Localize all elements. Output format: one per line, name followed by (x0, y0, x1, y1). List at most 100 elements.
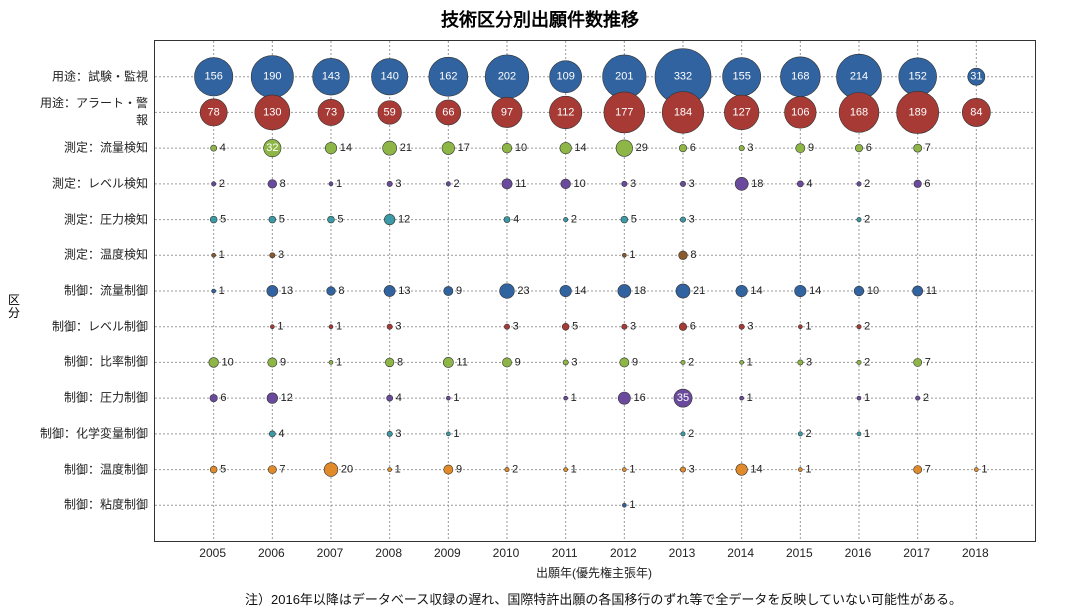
svg-text:21: 21 (693, 285, 705, 297)
y-tick-label: 制御：流量制御 (30, 282, 148, 299)
svg-text:3: 3 (395, 178, 401, 190)
y-tick-label: 制御：圧力制御 (30, 389, 148, 406)
svg-text:202: 202 (498, 71, 516, 83)
svg-text:29: 29 (636, 142, 648, 154)
svg-text:2: 2 (864, 213, 870, 225)
y-tick-label: 測定：圧力検知 (30, 210, 148, 227)
svg-text:1: 1 (453, 428, 459, 440)
svg-text:2: 2 (864, 178, 870, 190)
svg-text:1: 1 (336, 356, 342, 368)
svg-text:168: 168 (791, 71, 809, 83)
svg-text:13: 13 (281, 285, 293, 297)
svg-text:84: 84 (970, 106, 982, 118)
svg-text:162: 162 (439, 71, 457, 83)
svg-text:155: 155 (732, 71, 750, 83)
svg-text:3: 3 (513, 321, 519, 333)
svg-text:143: 143 (322, 71, 340, 83)
svg-text:2: 2 (688, 356, 694, 368)
x-tick-label: 2016 (845, 546, 872, 560)
x-tick-label: 2014 (727, 546, 754, 560)
svg-text:9: 9 (456, 285, 462, 297)
x-tick-label: 2005 (199, 546, 226, 560)
x-tick-label: 2009 (434, 546, 461, 560)
svg-text:9: 9 (515, 356, 521, 368)
svg-text:1: 1 (395, 463, 401, 475)
svg-text:35: 35 (677, 392, 689, 404)
svg-text:3: 3 (395, 321, 401, 333)
svg-text:1: 1 (277, 321, 283, 333)
svg-text:3: 3 (689, 213, 695, 225)
y-axis-title: 区分 (8, 0, 22, 614)
y-tick-label: 制御：温度制御 (30, 460, 148, 477)
svg-text:17: 17 (458, 142, 470, 154)
svg-text:14: 14 (340, 142, 352, 154)
svg-text:14: 14 (574, 285, 586, 297)
svg-text:1: 1 (336, 321, 342, 333)
svg-text:1: 1 (219, 285, 225, 297)
svg-text:6: 6 (924, 178, 930, 190)
x-tick-label: 2007 (317, 546, 344, 560)
svg-text:5: 5 (279, 213, 285, 225)
svg-text:140: 140 (380, 71, 398, 83)
svg-text:23: 23 (517, 285, 529, 297)
y-tick-label: 制御：粘度制御 (30, 496, 148, 513)
x-tick-label: 2018 (962, 546, 989, 560)
svg-text:9: 9 (808, 142, 814, 154)
svg-text:2: 2 (923, 392, 929, 404)
svg-text:1: 1 (219, 249, 225, 261)
svg-text:3: 3 (747, 142, 753, 154)
y-tick-label: 測定：レベル検知 (30, 174, 148, 191)
svg-text:106: 106 (791, 106, 809, 118)
x-axis-title: 出願年(優先権主張年) (154, 564, 1034, 581)
svg-text:3: 3 (689, 463, 695, 475)
svg-text:9: 9 (632, 356, 638, 368)
y-tick-label: 用途：アラート・警報 (30, 94, 148, 128)
svg-text:3: 3 (630, 178, 636, 190)
svg-text:97: 97 (501, 106, 513, 118)
svg-text:201: 201 (615, 71, 633, 83)
svg-text:1: 1 (747, 392, 753, 404)
svg-text:21: 21 (400, 142, 412, 154)
svg-text:7: 7 (925, 463, 931, 475)
svg-text:1: 1 (336, 178, 342, 190)
svg-text:73: 73 (325, 106, 337, 118)
svg-text:2: 2 (688, 428, 694, 440)
svg-text:168: 168 (850, 106, 868, 118)
svg-text:109: 109 (556, 71, 574, 83)
svg-text:12: 12 (398, 213, 410, 225)
svg-text:2: 2 (806, 428, 812, 440)
svg-text:6: 6 (690, 142, 696, 154)
svg-text:20: 20 (341, 463, 353, 475)
svg-text:127: 127 (732, 106, 750, 118)
svg-text:10: 10 (222, 356, 234, 368)
svg-text:31: 31 (970, 71, 982, 83)
svg-text:18: 18 (751, 178, 763, 190)
svg-text:2: 2 (512, 463, 518, 475)
footnote: 注）2016年以降はデータベース収録の遅れ、国際特許出願の各国移行のずれ等で全デ… (245, 589, 962, 608)
svg-text:2: 2 (571, 213, 577, 225)
svg-text:5: 5 (572, 321, 578, 333)
svg-text:1: 1 (981, 463, 987, 475)
svg-text:66: 66 (442, 106, 454, 118)
svg-text:16: 16 (633, 392, 645, 404)
svg-text:14: 14 (809, 285, 821, 297)
svg-text:12: 12 (281, 392, 293, 404)
y-tick-label: 制御：比率制御 (30, 353, 148, 370)
svg-text:78: 78 (208, 106, 220, 118)
y-tick-label: 測定：流量検知 (30, 139, 148, 156)
svg-text:1: 1 (864, 392, 870, 404)
svg-text:32: 32 (266, 142, 278, 154)
x-tick-label: 2008 (375, 546, 402, 560)
svg-text:189: 189 (908, 106, 926, 118)
svg-text:7: 7 (925, 356, 931, 368)
svg-text:7: 7 (279, 463, 285, 475)
svg-text:3: 3 (747, 321, 753, 333)
svg-text:3: 3 (630, 321, 636, 333)
svg-text:6: 6 (690, 321, 696, 333)
svg-text:8: 8 (690, 249, 696, 261)
svg-text:8: 8 (397, 356, 403, 368)
svg-text:1: 1 (805, 321, 811, 333)
svg-text:4: 4 (396, 392, 402, 404)
bubble-chart: 1561901431401622021092013321551682141523… (154, 40, 1036, 542)
svg-text:1: 1 (629, 499, 635, 511)
